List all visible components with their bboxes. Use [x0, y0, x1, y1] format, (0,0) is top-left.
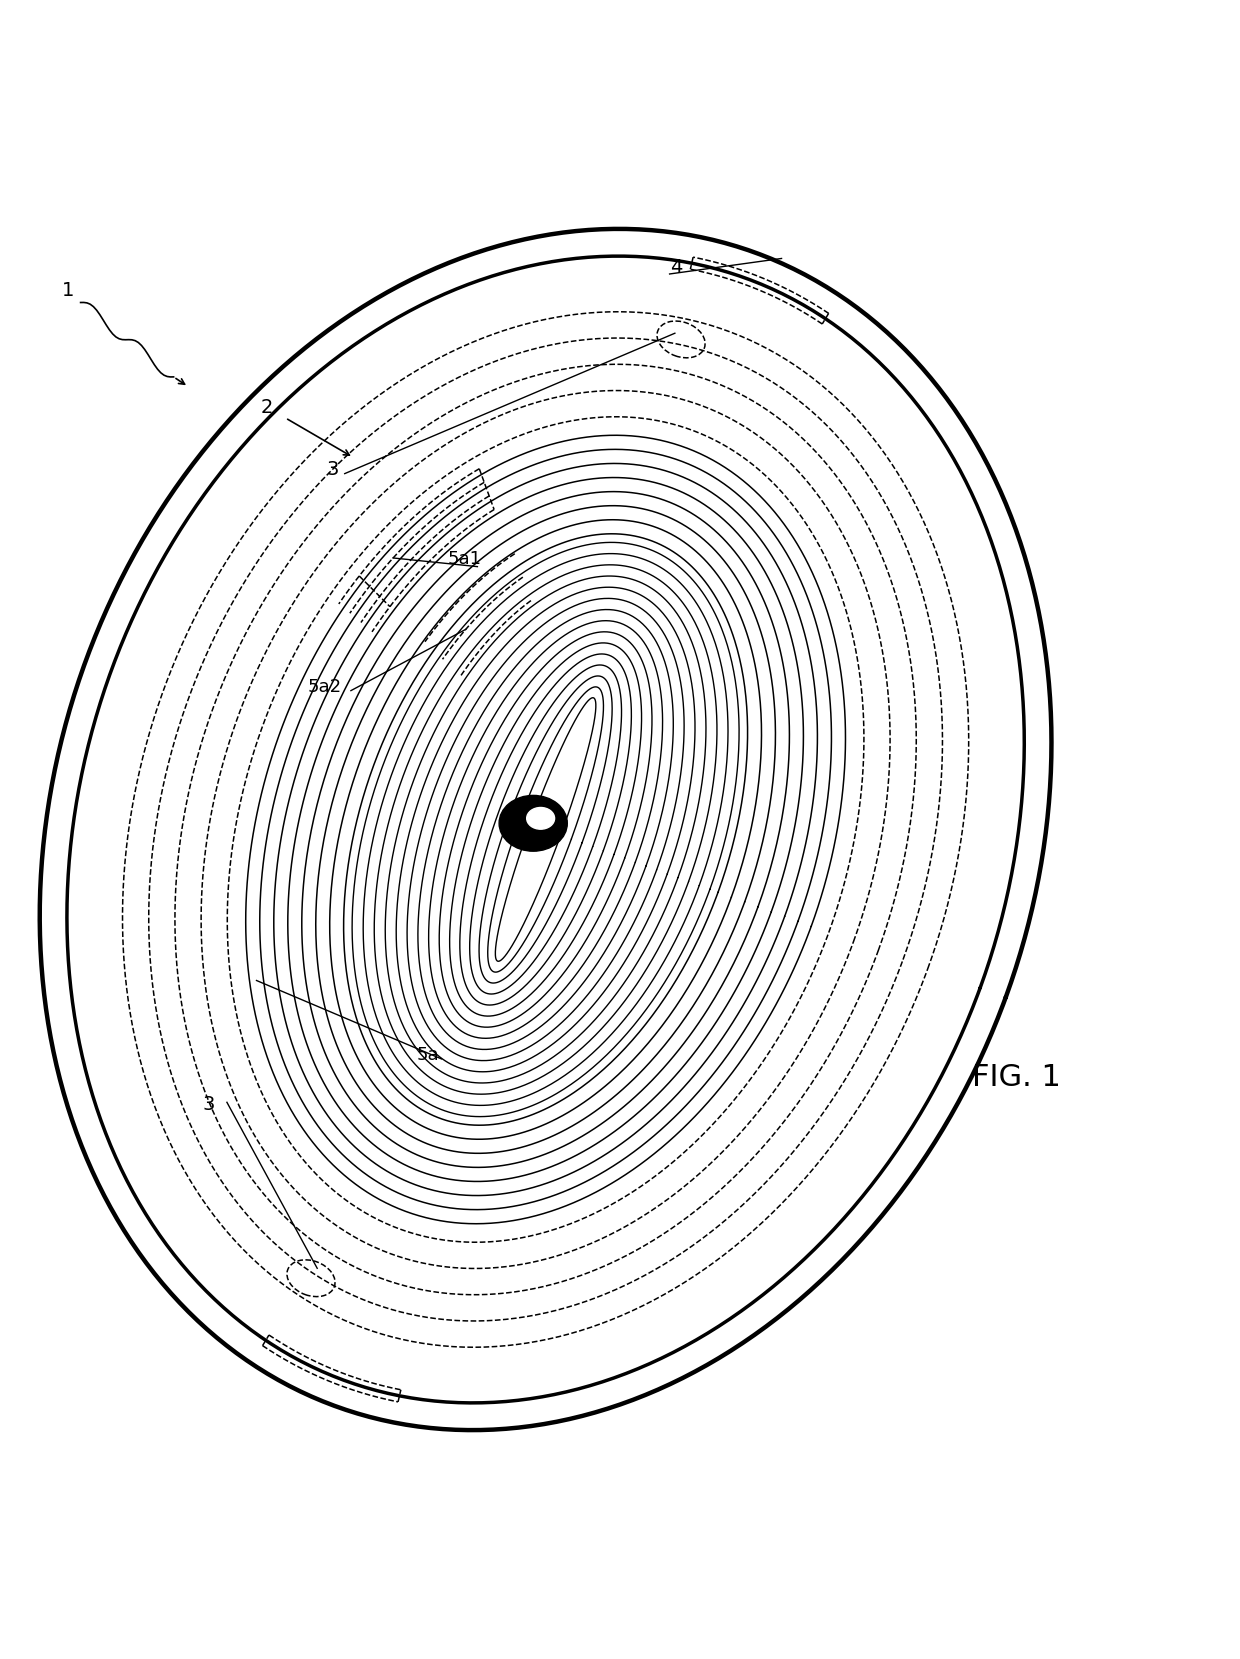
- Text: 2: 2: [260, 398, 273, 418]
- Text: 3: 3: [326, 461, 339, 479]
- Text: 3: 3: [202, 1095, 215, 1115]
- Text: 5a2: 5a2: [308, 679, 342, 695]
- Text: 5a1: 5a1: [448, 551, 482, 567]
- Ellipse shape: [498, 795, 568, 851]
- Text: FIG. 1: FIG. 1: [972, 1063, 1061, 1092]
- Text: 1: 1: [62, 280, 74, 300]
- Text: 4: 4: [670, 259, 682, 277]
- Ellipse shape: [527, 808, 554, 830]
- Text: 5a: 5a: [417, 1047, 439, 1063]
